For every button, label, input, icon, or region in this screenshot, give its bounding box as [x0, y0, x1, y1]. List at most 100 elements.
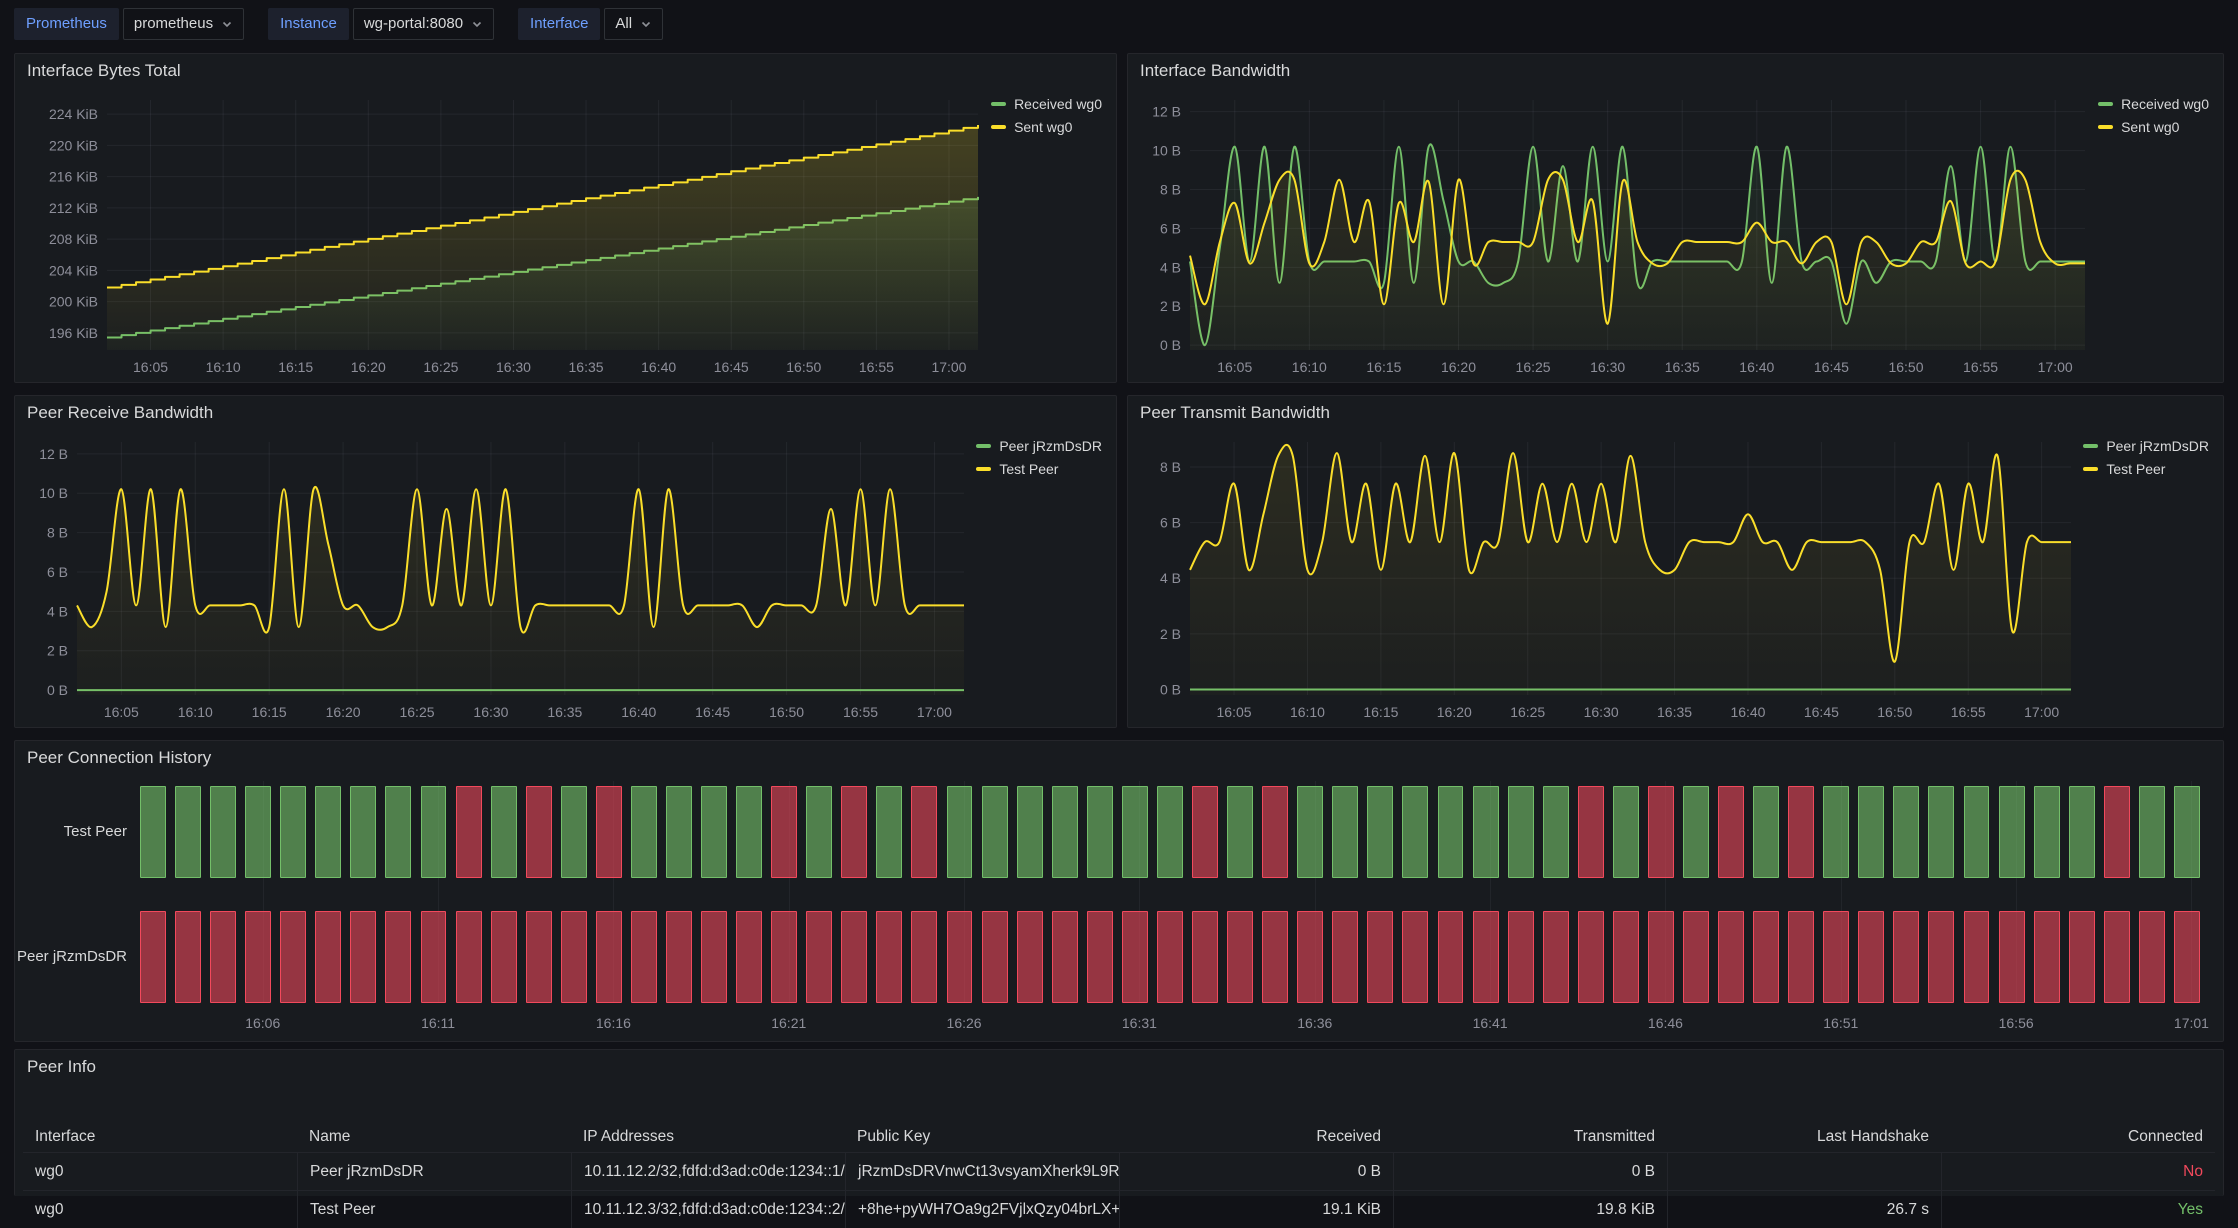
- variable-value-interface-dropdown[interactable]: All: [604, 8, 664, 40]
- status-bar-connected[interactable]: [1963, 786, 1990, 878]
- panel-title[interactable]: Interface Bandwidth: [1140, 61, 1291, 80]
- status-bar-connected[interactable]: [280, 786, 307, 878]
- status-bar-disconnected[interactable]: [1577, 786, 1604, 878]
- legend-item[interactable]: Sent wg0: [2098, 119, 2209, 135]
- status-bar-connected[interactable]: [385, 786, 412, 878]
- chart-canvas[interactable]: 196 KiB 200 KiB 204 KiB 208 KiB 212 KiB 216 K…: [15, 88, 1116, 382]
- time-series-chart[interactable]: 0 B 2 B 4 B 6 B 8 B 16:05 16:10 16:15 16:20 16:25…: [1128, 430, 2223, 727]
- table-column-header[interactable]: Public Key: [857, 1128, 931, 1145]
- status-bar-connected[interactable]: [1753, 786, 1780, 878]
- status-bar-disconnected[interactable]: [595, 911, 622, 1003]
- status-bar-disconnected[interactable]: [911, 786, 938, 878]
- status-bar-connected[interactable]: [1086, 786, 1113, 878]
- status-bar-connected[interactable]: [1542, 786, 1569, 878]
- panel-title[interactable]: Peer Receive Bandwidth: [27, 403, 214, 422]
- status-bar-connected[interactable]: [2068, 786, 2095, 878]
- status-bar-disconnected[interactable]: [1121, 911, 1148, 1003]
- status-bar-disconnected[interactable]: [736, 911, 763, 1003]
- status-bar-disconnected[interactable]: [2033, 911, 2060, 1003]
- status-bar-disconnected[interactable]: [210, 911, 237, 1003]
- status-bar-connected[interactable]: [1227, 786, 1254, 878]
- status-bar-disconnected[interactable]: [1612, 911, 1639, 1003]
- status-bar-connected[interactable]: [490, 786, 517, 878]
- legend-item[interactable]: Received wg0: [991, 96, 1102, 112]
- status-bar-connected[interactable]: [736, 786, 763, 878]
- status-bar-disconnected[interactable]: [2173, 911, 2200, 1003]
- status-bar-disconnected[interactable]: [1718, 786, 1744, 878]
- status-bar-connected[interactable]: [420, 786, 447, 878]
- status-bar-connected[interactable]: [1893, 786, 1920, 878]
- table-column-header[interactable]: Received: [1316, 1128, 1381, 1145]
- status-bar-connected[interactable]: [1682, 786, 1709, 878]
- status-bar-connected[interactable]: [666, 786, 692, 878]
- status-bar-disconnected[interactable]: [1753, 911, 1780, 1003]
- panel-title[interactable]: Peer Connection History: [27, 748, 212, 767]
- status-bar-connected[interactable]: [1507, 786, 1534, 878]
- legend-item[interactable]: Test Peer: [976, 461, 1102, 477]
- status-bar-connected[interactable]: [210, 786, 237, 878]
- status-bar-connected[interactable]: [981, 786, 1008, 878]
- status-bar-connected[interactable]: [1297, 786, 1324, 878]
- status-bar-connected[interactable]: [876, 786, 903, 878]
- variable-value-prometheus-dropdown[interactable]: prometheus: [122, 8, 245, 40]
- table-column-header[interactable]: Last Handshake: [1816, 1128, 1929, 1145]
- panel-title[interactable]: Peer Info: [27, 1057, 96, 1076]
- status-bar-connected[interactable]: [560, 786, 587, 878]
- status-bar-disconnected[interactable]: [771, 786, 798, 878]
- status-bar-disconnected[interactable]: [1542, 911, 1569, 1003]
- status-bar-disconnected[interactable]: [1858, 911, 1885, 1003]
- status-bar-connected[interactable]: [1858, 786, 1885, 878]
- chart-canvas[interactable]: 0 B 2 B 4 B 6 B 8 B 16:05 16:10 16:15 16:20 16:25…: [1128, 430, 2223, 727]
- panel-title[interactable]: Interface Bytes Total: [27, 61, 181, 80]
- status-bar-connected[interactable]: [1998, 786, 2025, 878]
- status-bar-connected[interactable]: [1437, 786, 1464, 878]
- status-bar-connected[interactable]: [1823, 786, 1850, 878]
- status-bar-disconnected[interactable]: [1893, 911, 1920, 1003]
- status-bar-disconnected[interactable]: [701, 911, 728, 1003]
- status-bar-connected[interactable]: [1928, 786, 1955, 878]
- status-bar-disconnected[interactable]: [946, 911, 973, 1003]
- status-bar-disconnected[interactable]: [385, 911, 412, 1003]
- status-bar-connected[interactable]: [946, 786, 973, 878]
- status-bar-disconnected[interactable]: [1823, 911, 1850, 1003]
- chart-canvas[interactable]: 0 B 2 B 4 B 6 B 8 B 10 B 12 B 16:05 16:10 16:15 16…: [15, 430, 1116, 727]
- status-bar-disconnected[interactable]: [806, 911, 833, 1003]
- status-bar-disconnected[interactable]: [1086, 911, 1113, 1003]
- status-bar-disconnected[interactable]: [1928, 911, 1955, 1003]
- status-bar-disconnected[interactable]: [1998, 911, 2025, 1003]
- status-bar-disconnected[interactable]: [1718, 911, 1744, 1003]
- status-bar-disconnected[interactable]: [1227, 911, 1254, 1003]
- chart-canvas[interactable]: 0 B 2 B 4 B 6 B 8 B 10 B 12 B 16:05 16:10 16:15 16…: [1128, 88, 2223, 382]
- status-bar-disconnected[interactable]: [1682, 911, 1709, 1003]
- status-bar-disconnected[interactable]: [525, 911, 552, 1003]
- status-bar-disconnected[interactable]: [1297, 911, 1324, 1003]
- status-bar-disconnected[interactable]: [1192, 786, 1218, 878]
- status-bar-disconnected[interactable]: [2138, 911, 2165, 1003]
- status-bar-disconnected[interactable]: [666, 911, 692, 1003]
- table-column-header[interactable]: IP Addresses: [583, 1128, 675, 1145]
- status-bar-disconnected[interactable]: [1332, 911, 1359, 1003]
- status-bar-connected[interactable]: [1472, 786, 1499, 878]
- status-bar-disconnected[interactable]: [1788, 911, 1815, 1003]
- status-bar-disconnected[interactable]: [455, 911, 482, 1003]
- status-bar-disconnected[interactable]: [560, 911, 587, 1003]
- status-bar-disconnected[interactable]: [2103, 911, 2130, 1003]
- status-bar-disconnected[interactable]: [595, 786, 622, 878]
- status-bar-connected[interactable]: [1016, 786, 1043, 878]
- legend-item[interactable]: Sent wg0: [991, 119, 1102, 135]
- status-bar-connected[interactable]: [245, 786, 272, 878]
- status-bar-connected[interactable]: [1121, 786, 1148, 878]
- status-bar-disconnected[interactable]: [1788, 786, 1815, 878]
- status-bar-disconnected[interactable]: [1472, 911, 1499, 1003]
- status-bar-disconnected[interactable]: [1262, 911, 1289, 1003]
- legend-item[interactable]: Received wg0: [2098, 96, 2209, 112]
- status-bar-connected[interactable]: [1332, 786, 1359, 878]
- status-bar-disconnected[interactable]: [841, 911, 868, 1003]
- status-bar-disconnected[interactable]: [455, 786, 482, 878]
- status-bar-connected[interactable]: [1367, 786, 1394, 878]
- time-series-chart[interactable]: 0 B 2 B 4 B 6 B 8 B 10 B 12 B 16:05 16:10 16:15 16…: [15, 430, 1116, 727]
- status-bar-disconnected[interactable]: [1156, 911, 1183, 1003]
- status-bar-connected[interactable]: [140, 786, 166, 878]
- status-bar-disconnected[interactable]: [876, 911, 903, 1003]
- status-bar-disconnected[interactable]: [841, 786, 868, 878]
